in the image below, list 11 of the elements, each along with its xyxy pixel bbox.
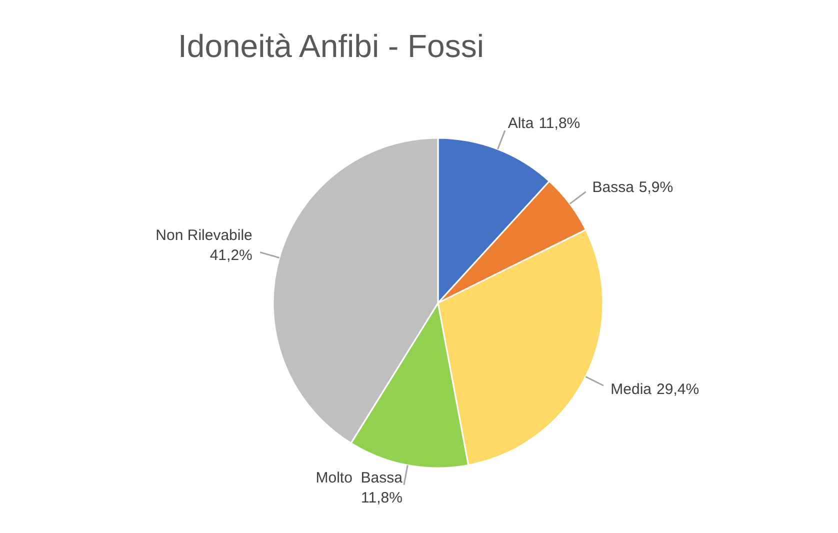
data-label: 11,8%	[538, 114, 580, 132]
slice-label: Non Rilevabile	[156, 227, 252, 244]
slice-label: Alta	[508, 114, 534, 132]
data-label: 41,2%	[210, 247, 252, 264]
data-label: 29,4%	[656, 380, 700, 398]
data-label: 11,8%	[361, 490, 402, 507]
data-label: 5,9%	[638, 178, 674, 196]
slice-label: Bassa	[592, 178, 635, 196]
chart-title: Idoneità Anfibi - Fossi	[178, 28, 484, 65]
slice-label: Media	[610, 380, 652, 398]
slice-label: Molto Bassa	[316, 470, 404, 487]
